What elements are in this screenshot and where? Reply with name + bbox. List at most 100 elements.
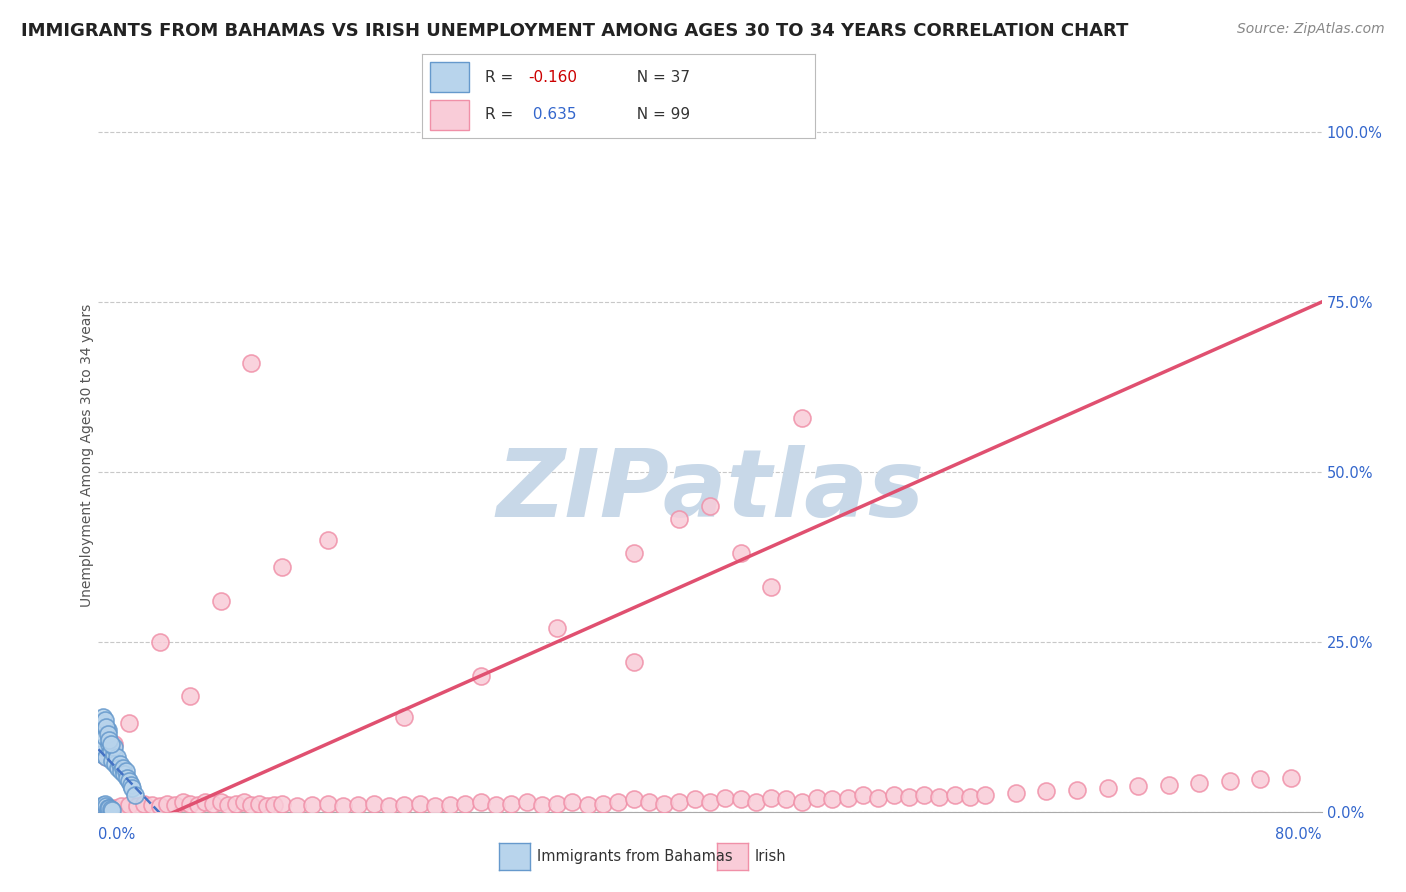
Point [790, 795, 813, 809]
Point [100, 743, 122, 757]
Point [623, 546, 645, 560]
Point [118, 716, 141, 731]
Point [141, 797, 163, 812]
Point [530, 797, 553, 812]
Point [98, 737, 121, 751]
Point [652, 797, 675, 811]
Point [149, 799, 172, 814]
Point [470, 795, 492, 809]
Text: -0.160: -0.160 [529, 70, 576, 85]
Point [668, 795, 690, 809]
Point [423, 799, 446, 814]
Point [91, 740, 114, 755]
Point [759, 581, 782, 595]
Point [103, 747, 125, 761]
Point [179, 689, 201, 703]
Point [1128, 779, 1150, 793]
Point [775, 792, 797, 806]
Point [194, 795, 217, 809]
Point [179, 797, 201, 811]
Point [821, 792, 844, 806]
Text: R =: R = [485, 70, 517, 85]
Point [623, 792, 645, 806]
Point [959, 789, 981, 804]
Point [301, 797, 323, 812]
Point [103, 740, 125, 755]
Point [90, 747, 112, 761]
Point [378, 799, 401, 814]
Point [121, 780, 143, 795]
Point [501, 797, 523, 811]
Text: ZIPatlas: ZIPatlas [496, 444, 924, 537]
Point [202, 797, 225, 811]
Point [209, 594, 232, 608]
Point [1157, 778, 1180, 792]
Point [134, 797, 156, 811]
Point [90, 716, 112, 731]
Point [125, 799, 148, 814]
Text: Irish: Irish [755, 849, 786, 863]
Point [256, 799, 278, 814]
Text: R =: R = [485, 107, 517, 122]
Text: IMMIGRANTS FROM BAHAMAS VS IRISH UNEMPLOYMENT AMONG AGES 30 TO 34 YEARS CORRELAT: IMMIGRANTS FROM BAHAMAS VS IRISH UNEMPLO… [21, 22, 1129, 40]
Point [111, 760, 134, 774]
Point [247, 797, 270, 811]
Point [546, 797, 568, 811]
Point [1097, 780, 1119, 795]
Point [1249, 772, 1271, 786]
Point [1188, 776, 1211, 790]
FancyBboxPatch shape [430, 100, 470, 130]
Point [107, 760, 129, 774]
Point [94, 801, 117, 815]
Point [699, 499, 721, 513]
Point [103, 801, 125, 815]
Point [392, 709, 416, 723]
Point [100, 737, 122, 751]
Point [837, 791, 859, 805]
Point [1004, 786, 1026, 800]
Point [516, 795, 538, 809]
Point [332, 799, 354, 814]
Point [270, 560, 292, 574]
Point [668, 512, 690, 526]
Point [240, 356, 263, 370]
Point [852, 788, 875, 802]
Point [759, 791, 782, 805]
Point [217, 797, 239, 812]
Point [163, 797, 186, 812]
Point [285, 799, 308, 814]
Point [943, 788, 966, 802]
Point [108, 757, 131, 772]
Point [97, 800, 120, 814]
Text: N = 37: N = 37 [627, 70, 689, 85]
Point [806, 791, 828, 805]
Y-axis label: Unemployment Among Ages 30 to 34 years: Unemployment Among Ages 30 to 34 years [80, 303, 94, 607]
Point [94, 750, 117, 764]
Point [93, 730, 115, 744]
Point [94, 750, 117, 764]
Point [470, 669, 492, 683]
Text: Source: ZipAtlas.com: Source: ZipAtlas.com [1237, 22, 1385, 37]
Point [683, 792, 706, 806]
Point [897, 789, 920, 804]
Point [110, 799, 132, 814]
Point [637, 795, 661, 809]
Point [1066, 783, 1088, 797]
Text: N = 99: N = 99 [627, 107, 689, 122]
Point [105, 750, 128, 764]
Point [1035, 784, 1057, 798]
Point [363, 797, 385, 811]
Point [392, 797, 416, 812]
Point [91, 797, 114, 812]
Point [928, 789, 950, 804]
Point [745, 795, 768, 809]
Point [790, 410, 813, 425]
FancyBboxPatch shape [430, 62, 470, 92]
Point [156, 797, 179, 811]
Point [101, 754, 124, 768]
Point [714, 791, 737, 805]
Point [100, 802, 122, 816]
Point [454, 797, 477, 811]
Point [124, 788, 146, 802]
Text: 0.0%: 0.0% [98, 827, 135, 841]
